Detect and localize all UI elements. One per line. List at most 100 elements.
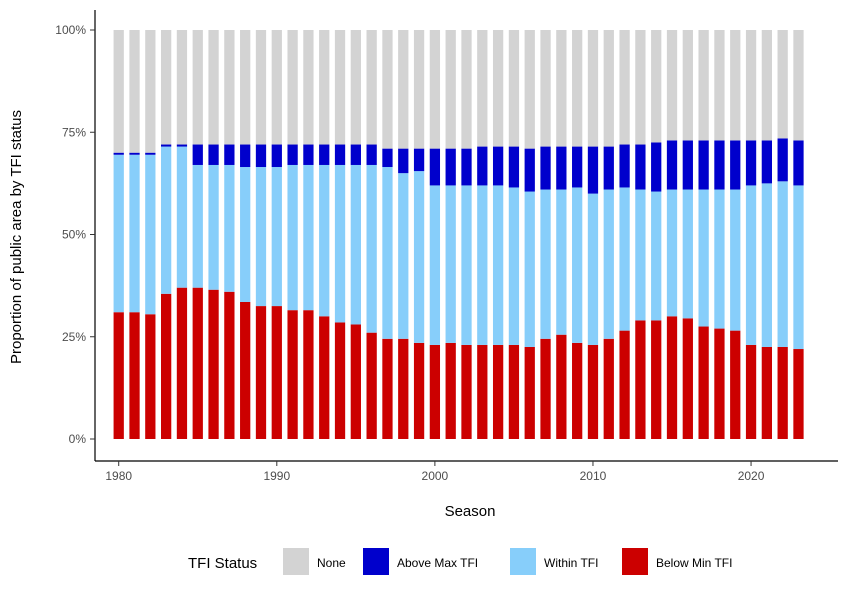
bar-within-tfi-2008 [556, 189, 567, 335]
bar-within-tfi-1995 [350, 164, 361, 325]
bar-within-tfi-2019 [730, 189, 741, 331]
bar-none-2019 [730, 30, 741, 141]
bar-below-min-tfi-2015 [666, 316, 678, 439]
bar-within-tfi-2007 [540, 189, 551, 339]
bar-none-2004 [492, 30, 504, 147]
bar-above-max-tfi-2009 [572, 146, 583, 188]
x-tick-label: 2020 [738, 469, 765, 483]
bar-within-tfi-1994 [334, 164, 346, 323]
bar-above-max-tfi-2016 [682, 140, 693, 190]
bar-within-tfi-1987 [224, 164, 235, 292]
bar-below-min-tfi-2008 [556, 334, 567, 439]
bar-none-2006 [524, 30, 535, 149]
bar-above-max-tfi-2006 [524, 148, 535, 192]
bar-within-tfi-1998 [398, 173, 409, 339]
bar-none-1987 [224, 30, 235, 145]
bar-above-max-tfi-1991 [287, 144, 298, 165]
x-ticks: 1980 1990 2000 2010 2020 [105, 461, 765, 483]
bar-within-tfi-2004 [492, 185, 504, 345]
bar-within-tfi-2020 [745, 185, 757, 345]
bar-below-min-tfi-2000 [429, 344, 441, 439]
bar-below-min-tfi-1989 [255, 306, 267, 439]
bar-below-min-tfi-2021 [761, 346, 772, 439]
bar-none-1992 [303, 30, 314, 145]
bar-below-min-tfi-2023 [793, 349, 804, 439]
bar-above-max-tfi-1990 [271, 144, 282, 168]
bar-within-tfi-1999 [413, 171, 425, 343]
bar-within-tfi-1982 [145, 154, 156, 315]
bar-none-2011 [603, 30, 614, 147]
bar-above-max-tfi-1985 [192, 144, 203, 165]
legend-label-within-tfi: Within TFI [544, 556, 598, 570]
legend-label-none: None [317, 556, 346, 570]
bar-within-tfi-2016 [682, 189, 693, 319]
legend-swatch-above-max-tfi [363, 548, 389, 575]
bar-below-min-tfi-1980 [113, 312, 124, 439]
bar-within-tfi-2014 [651, 191, 662, 321]
legend-swatch-none [283, 548, 309, 575]
bar-above-max-tfi-1996 [366, 144, 377, 165]
bar-above-max-tfi-2003 [477, 146, 488, 186]
y-tick-label: 0% [69, 432, 87, 446]
bar-none-1986 [208, 30, 219, 145]
bar-below-min-tfi-1994 [334, 322, 346, 439]
bar-above-max-tfi-2007 [540, 146, 551, 190]
bar-below-min-tfi-1992 [303, 310, 314, 439]
bar-none-1996 [366, 30, 377, 145]
bar-none-2016 [682, 30, 693, 141]
bar-below-min-tfi-2011 [603, 338, 614, 439]
bar-below-min-tfi-1998 [398, 338, 409, 439]
bar-above-max-tfi-1987 [224, 144, 235, 165]
legend-swatch-below-min-tfi [622, 548, 648, 575]
bar-within-tfi-2003 [477, 185, 488, 345]
bar-above-max-tfi-1989 [255, 144, 267, 168]
bar-none-1988 [240, 30, 251, 145]
legend-label-below-min-tfi: Below Min TFI [656, 556, 732, 570]
bar-none-2022 [777, 30, 788, 139]
y-axis-title: Proportion of public area by TFI status [8, 110, 25, 364]
bar-below-min-tfi-1982 [145, 314, 156, 439]
bar-within-tfi-2012 [619, 187, 630, 331]
bar-below-min-tfi-2002 [461, 344, 472, 439]
bar-below-min-tfi-1995 [350, 324, 361, 439]
bar-above-max-tfi-2005 [508, 146, 520, 188]
bar-within-tfi-1983 [161, 146, 172, 294]
bar-below-min-tfi-1985 [192, 287, 203, 439]
bar-below-min-tfi-2014 [651, 320, 662, 439]
bar-above-max-tfi-2000 [429, 148, 441, 186]
bar-within-tfi-2000 [429, 185, 441, 345]
x-tick-label: 1980 [105, 469, 132, 483]
legend-label-above-max-tfi: Above Max TFI [397, 556, 478, 570]
bar-none-1981 [129, 30, 140, 153]
bar-within-tfi-1991 [287, 164, 298, 311]
bar-none-2003 [477, 30, 488, 147]
y-tick-label: 25% [62, 330, 86, 344]
bar-within-tfi-2009 [572, 187, 583, 343]
bar-within-tfi-2013 [635, 189, 646, 321]
bar-above-max-tfi-2015 [666, 140, 678, 190]
bar-none-2015 [666, 30, 678, 141]
bar-within-tfi-1986 [208, 164, 219, 290]
bar-within-tfi-2015 [666, 189, 678, 317]
bar-within-tfi-2021 [761, 183, 772, 347]
bar-within-tfi-1989 [255, 167, 267, 307]
bar-within-tfi-2010 [587, 193, 599, 345]
bar-above-max-tfi-2002 [461, 148, 472, 186]
bar-none-1982 [145, 30, 156, 153]
x-tick-label: 2010 [580, 469, 607, 483]
bar-below-min-tfi-1986 [208, 289, 219, 439]
bar-below-min-tfi-2019 [730, 330, 741, 439]
bar-below-min-tfi-2001 [445, 342, 456, 439]
bar-above-max-tfi-1997 [382, 148, 393, 168]
bar-within-tfi-2001 [445, 185, 456, 343]
bar-none-2009 [572, 30, 583, 147]
bar-below-min-tfi-2016 [682, 318, 693, 439]
bar-above-max-tfi-1986 [208, 144, 219, 165]
bar-above-max-tfi-2001 [445, 148, 456, 186]
bar-below-min-tfi-2005 [508, 344, 520, 439]
bar-within-tfi-1992 [303, 164, 314, 311]
x-tick-label: 2000 [422, 469, 449, 483]
bar-none-1997 [382, 30, 393, 149]
bar-above-max-tfi-2021 [761, 140, 772, 184]
bar-within-tfi-1984 [176, 146, 188, 288]
